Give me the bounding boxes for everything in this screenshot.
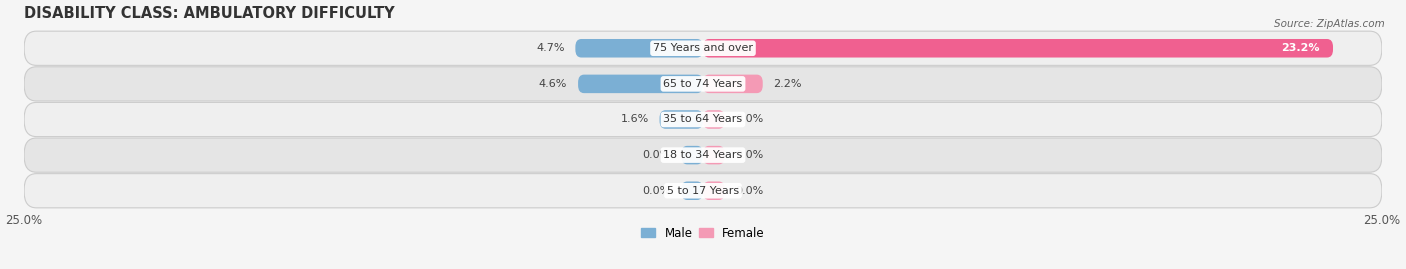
Text: 4.7%: 4.7% <box>536 43 564 53</box>
Text: 2.2%: 2.2% <box>773 79 801 89</box>
FancyBboxPatch shape <box>703 182 724 200</box>
Text: 1.6%: 1.6% <box>620 115 648 125</box>
FancyBboxPatch shape <box>578 75 703 93</box>
Text: 4.6%: 4.6% <box>538 79 567 89</box>
FancyBboxPatch shape <box>659 110 703 129</box>
Text: Source: ZipAtlas.com: Source: ZipAtlas.com <box>1274 19 1385 29</box>
FancyBboxPatch shape <box>24 67 1382 101</box>
FancyBboxPatch shape <box>703 110 724 129</box>
Text: 0.0%: 0.0% <box>735 150 763 160</box>
Text: 0.0%: 0.0% <box>643 150 671 160</box>
Text: 35 to 64 Years: 35 to 64 Years <box>664 115 742 125</box>
Text: DISABILITY CLASS: AMBULATORY DIFFICULTY: DISABILITY CLASS: AMBULATORY DIFFICULTY <box>24 6 395 20</box>
Legend: Male, Female: Male, Female <box>637 222 769 245</box>
FancyBboxPatch shape <box>24 31 1382 65</box>
FancyBboxPatch shape <box>682 182 703 200</box>
Text: 23.2%: 23.2% <box>1281 43 1319 53</box>
Text: 0.0%: 0.0% <box>735 115 763 125</box>
Text: 5 to 17 Years: 5 to 17 Years <box>666 186 740 196</box>
FancyBboxPatch shape <box>682 146 703 164</box>
FancyBboxPatch shape <box>24 138 1382 172</box>
FancyBboxPatch shape <box>575 39 703 58</box>
Text: 65 to 74 Years: 65 to 74 Years <box>664 79 742 89</box>
FancyBboxPatch shape <box>24 174 1382 208</box>
Text: 0.0%: 0.0% <box>735 186 763 196</box>
FancyBboxPatch shape <box>703 146 724 164</box>
Text: 0.0%: 0.0% <box>643 186 671 196</box>
FancyBboxPatch shape <box>703 39 1333 58</box>
FancyBboxPatch shape <box>24 102 1382 137</box>
Text: 75 Years and over: 75 Years and over <box>652 43 754 53</box>
Text: 18 to 34 Years: 18 to 34 Years <box>664 150 742 160</box>
FancyBboxPatch shape <box>703 75 762 93</box>
